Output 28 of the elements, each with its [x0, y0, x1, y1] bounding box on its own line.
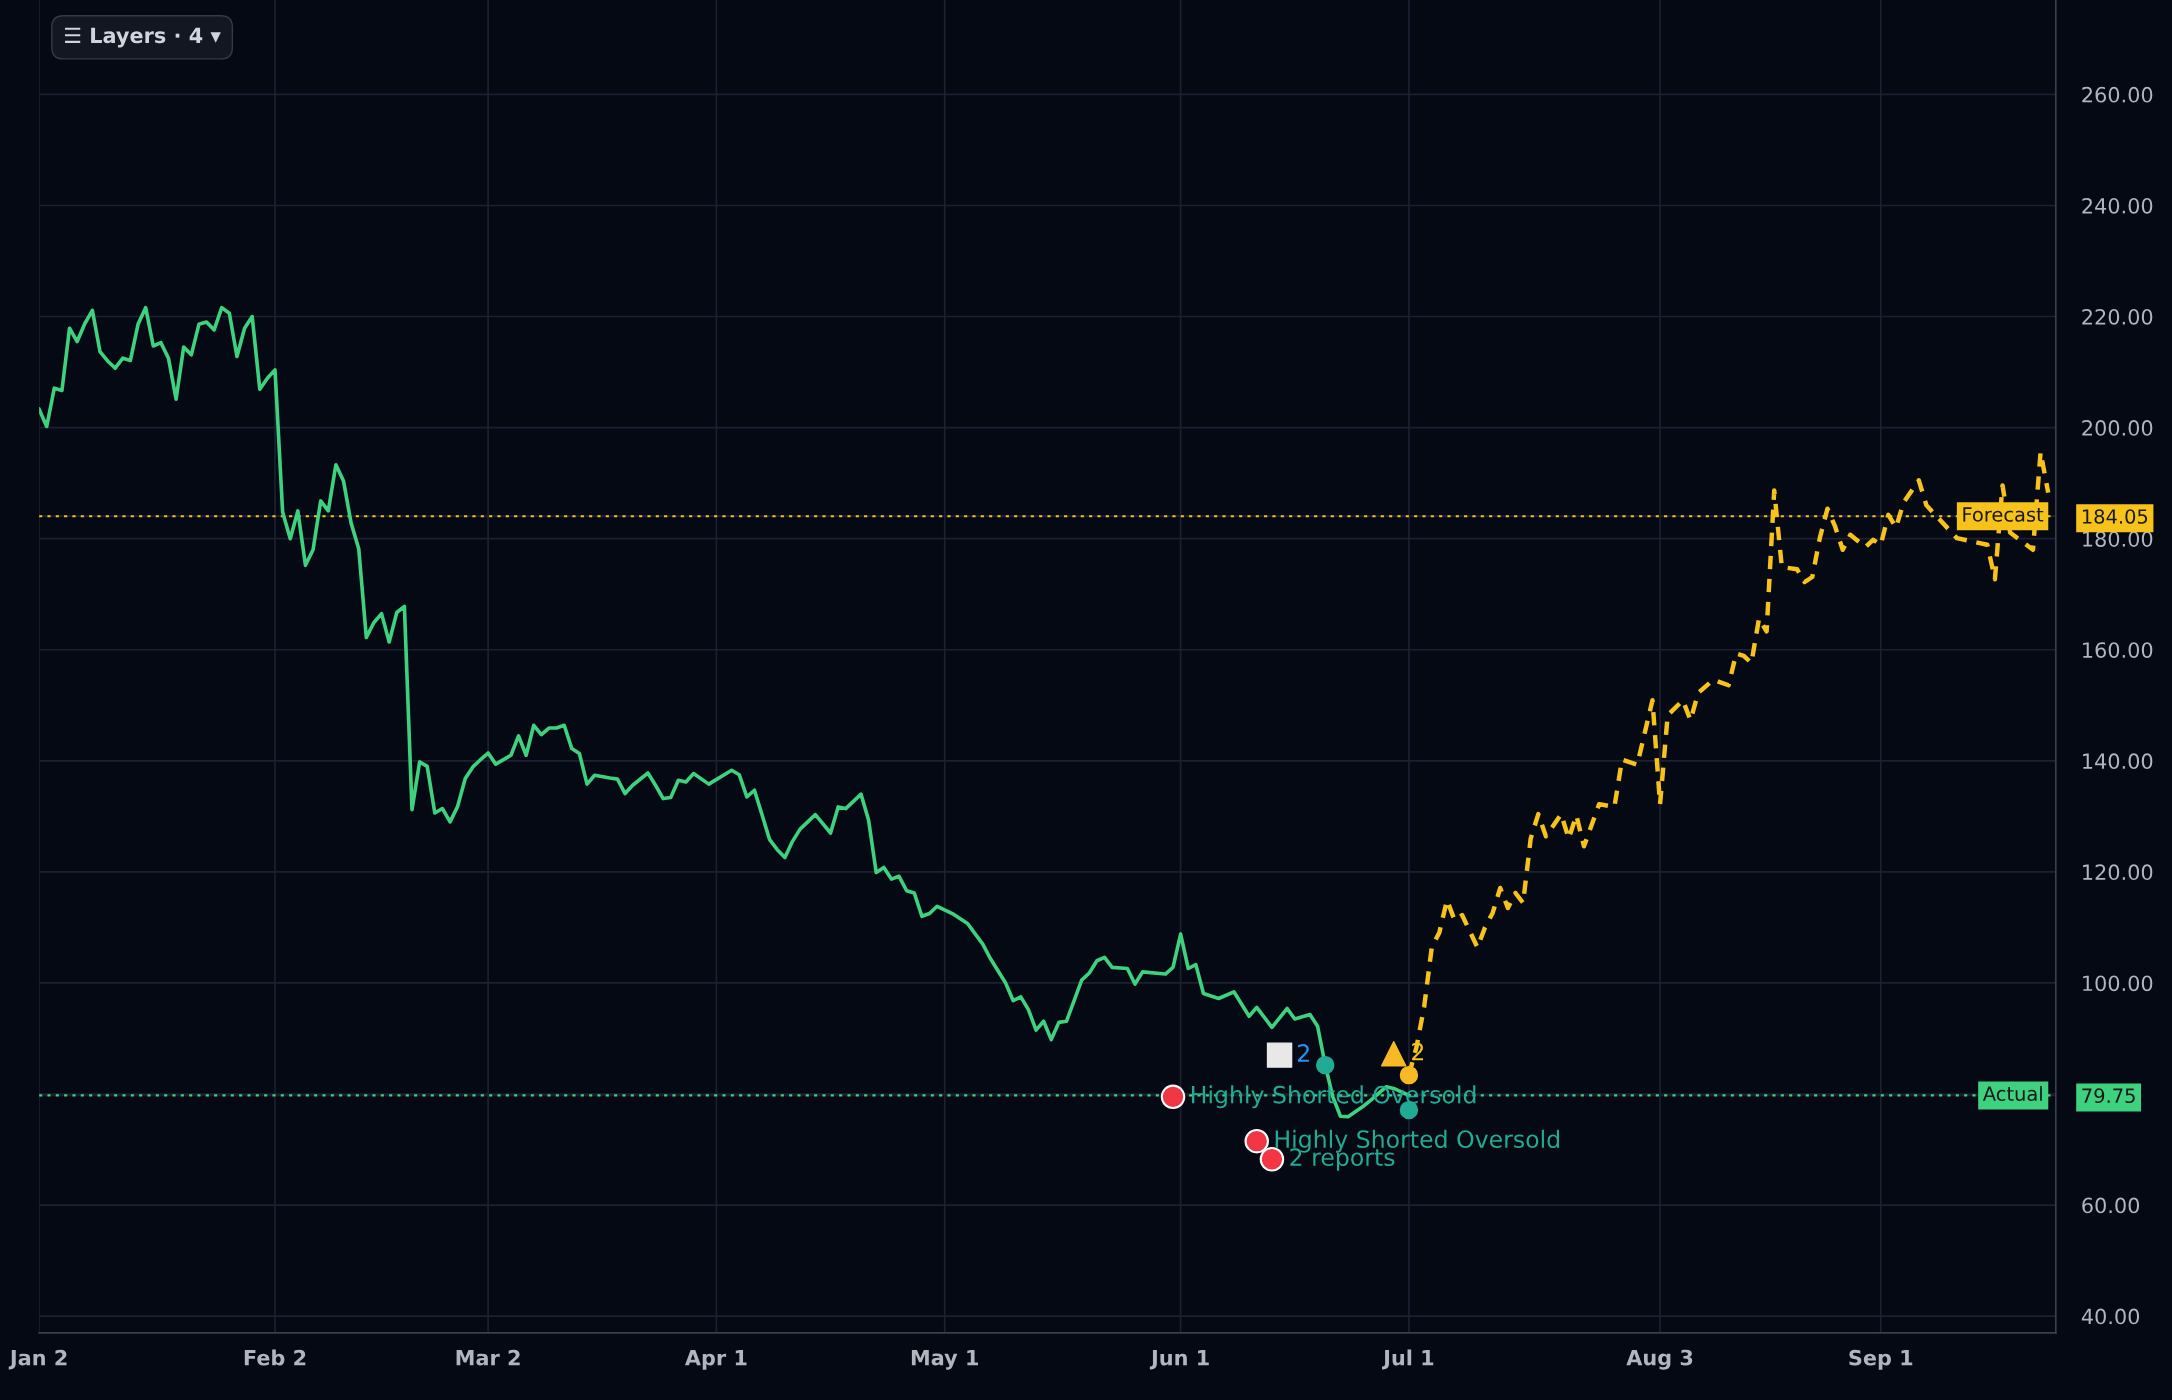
- x-tick-label: Jan 2: [8, 1349, 67, 1370]
- y-tick-label: 60.00: [2082, 1197, 2140, 1214]
- y-tick-label: 200.00: [2082, 420, 2153, 436]
- y-tick-label: 120.00: [2083, 864, 2153, 881]
- x-tick-label: Mar 2: [456, 1349, 520, 1366]
- x-tick-label: May 1: [911, 1349, 979, 1370]
- annotation: 2: [1297, 1044, 1309, 1062]
- y-tick-label: 40.00: [2081, 1308, 2140, 1325]
- y-tick-label: 160.00: [2083, 642, 2153, 658]
- y-tick-label: 220.00: [2082, 308, 2153, 325]
- x-tick-label: Feb 2: [244, 1349, 306, 1366]
- y-tick-label: 100.00: [2083, 975, 2153, 992]
- y-tick-label: 140.00: [2083, 753, 2153, 770]
- x-tick-label: Aug 3: [1626, 1349, 1693, 1370]
- y-tick-label: 260.00: [2082, 86, 2153, 103]
- y-tick-label: 180.00: [2083, 531, 2153, 547]
- y-tick-label: 79.75: [2082, 1088, 2135, 1104]
- y-tick-label: 240.00: [2082, 197, 2153, 214]
- x-tick-label: Jul 1: [1382, 1349, 1434, 1370]
- ref-line-label: Forecast: [1963, 507, 2044, 522]
- x-tick-label: Sep 1: [1849, 1349, 1913, 1370]
- x-tick-label: Jun 1: [1149, 1350, 1209, 1370]
- annotation: ☰ Layers · 4 ▾: [65, 27, 221, 48]
- y-tick-label: 184.05: [2082, 509, 2148, 524]
- x-tick-label: Apr 1: [684, 1350, 747, 1370]
- point: [1399, 1065, 1419, 1085]
- ref-line-label: Actual: [1982, 1085, 2042, 1102]
- point: [1316, 1055, 1335, 1075]
